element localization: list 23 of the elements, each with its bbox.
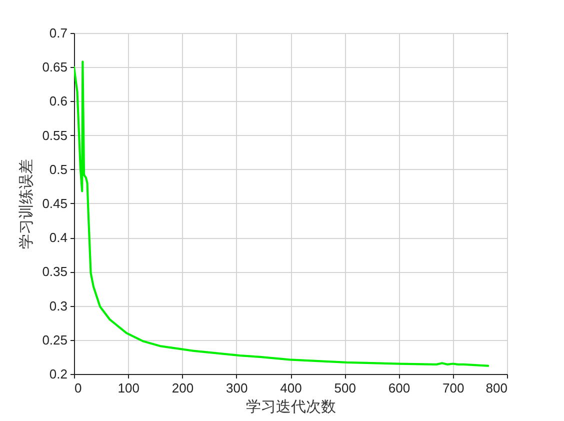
y-tick-label: 0.25 <box>42 332 68 348</box>
y-tick-label: 0.55 <box>42 128 68 143</box>
x-tick-label: 600 <box>388 380 410 396</box>
y-tick-label: 0.35 <box>42 264 68 280</box>
x-tick-label: 800 <box>486 380 508 396</box>
x-tick-label: 0 <box>74 380 82 396</box>
y-tick-label: 0.5 <box>49 162 68 177</box>
y-tick-label: 0.7 <box>49 26 68 40</box>
x-tick-label: 500 <box>334 380 356 396</box>
x-tick-label: 400 <box>280 380 302 396</box>
x-tick-label: 200 <box>172 380 194 396</box>
x-tick-label: 300 <box>226 380 248 396</box>
x-tick-label: 700 <box>442 380 464 396</box>
x-axis-title: 学习迭代次数 <box>246 398 336 416</box>
x-tick-label: 100 <box>118 380 140 396</box>
y-tick-label: 0.3 <box>49 298 68 314</box>
y-tick-label: 0.65 <box>42 60 68 75</box>
y-tick-label: 0.6 <box>49 94 68 109</box>
line-series <box>74 60 490 367</box>
y-tick-label: 0.4 <box>49 230 68 246</box>
y-axis-title: 学习训练误差 <box>18 159 36 249</box>
y-tick-label: 0.2 <box>49 366 68 382</box>
y-tick-label: 0.45 <box>42 196 68 211</box>
